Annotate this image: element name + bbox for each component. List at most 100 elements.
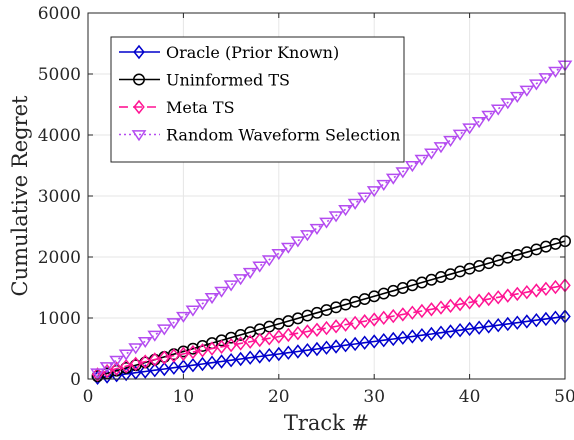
legend-box — [110, 36, 405, 163]
data-point — [311, 341, 323, 357]
x-tick-label: 30 — [363, 387, 385, 407]
data-point — [481, 110, 497, 122]
y-tick-label: 0 — [70, 370, 81, 390]
data-point — [196, 356, 209, 372]
data-point — [521, 314, 533, 329]
x-tick-label: 40 — [459, 387, 481, 407]
data-point — [137, 336, 153, 349]
data-point — [225, 337, 237, 353]
data-point — [435, 325, 447, 340]
legend: Oracle (Prior Known) Uninformed TS Meta TS… — [110, 36, 405, 163]
legend-entry: Random Waveform Selection — [119, 126, 400, 145]
data-point — [242, 267, 258, 279]
data-point — [357, 192, 373, 204]
data-point — [223, 280, 239, 292]
data-point — [444, 324, 457, 339]
x-tick-label: 10 — [173, 387, 195, 407]
y-tick-label: 2000 — [38, 248, 81, 268]
data-point — [158, 361, 171, 377]
data-point — [397, 330, 409, 345]
data-point — [385, 173, 401, 185]
data-point — [482, 291, 495, 307]
series-line — [97, 64, 566, 374]
data-point — [368, 312, 380, 327]
data-point — [511, 286, 524, 302]
data-point — [463, 321, 476, 337]
data-point — [244, 334, 256, 349]
data-point — [490, 104, 506, 116]
series-2 — [91, 278, 571, 382]
data-point — [139, 364, 152, 379]
data-point — [320, 340, 333, 355]
data-point — [206, 355, 218, 370]
data-point — [292, 325, 304, 341]
data-point — [215, 339, 228, 355]
data-point — [206, 341, 218, 356]
data-point — [301, 324, 314, 339]
data-point — [473, 320, 485, 335]
y-tick-label: 4000 — [38, 126, 81, 146]
data-point — [120, 358, 132, 374]
data-point — [425, 302, 438, 317]
legend-label: Meta TS — [166, 98, 235, 117]
data-point — [261, 255, 277, 267]
legend-entry: Meta TS — [119, 98, 235, 117]
data-point — [463, 295, 476, 310]
legend-entry: Uninformed TS — [119, 71, 290, 90]
data-point — [215, 354, 228, 369]
data-point — [501, 316, 514, 332]
data-point — [99, 362, 115, 374]
data-point — [387, 331, 400, 347]
data-point — [301, 343, 314, 358]
data-point — [128, 343, 144, 355]
legend-label: Uninformed TS — [166, 71, 290, 90]
data-point — [263, 331, 276, 346]
x-axis-label: Track # — [284, 411, 369, 435]
data-point — [416, 303, 428, 319]
data-point — [90, 368, 105, 380]
legend-label: Random Waveform Selection — [166, 126, 400, 145]
data-point — [452, 129, 468, 141]
data-point — [530, 312, 543, 328]
series-0 — [91, 309, 571, 385]
data-point — [368, 334, 380, 349]
data-point — [280, 242, 296, 254]
data-point — [273, 346, 285, 362]
data-point — [168, 348, 180, 363]
data-point — [195, 299, 210, 311]
data-point — [330, 339, 342, 354]
data-point — [273, 329, 285, 344]
data-point — [282, 345, 295, 360]
data-point — [509, 91, 525, 104]
data-point — [109, 355, 125, 367]
data-point — [244, 350, 256, 365]
data-point — [549, 279, 562, 295]
data-point — [225, 353, 237, 368]
data-point — [253, 332, 266, 348]
data-point — [149, 352, 161, 367]
axis-ticks: 0 10 20 30 40 50 0 1000 2000 3000 4000 5000 6000 — [38, 4, 574, 407]
data-point — [118, 349, 134, 361]
data-point — [156, 324, 172, 336]
data-point — [110, 361, 123, 376]
y-tick-label: 1000 — [38, 309, 81, 329]
x-tick-label: 20 — [268, 387, 290, 407]
data-point — [349, 315, 361, 331]
data-point — [252, 261, 268, 273]
data-point — [500, 98, 516, 110]
data-point — [406, 305, 419, 320]
data-point — [366, 186, 382, 198]
data-point — [435, 300, 447, 315]
data-point — [311, 322, 323, 337]
data-point — [234, 336, 247, 351]
data-point — [492, 317, 504, 333]
y-tick-label: 3000 — [38, 187, 81, 207]
data-point — [425, 326, 438, 342]
legend-entry: Oracle (Prior Known) — [119, 43, 339, 62]
data-point — [290, 236, 306, 248]
data-point — [149, 363, 161, 378]
data-point — [328, 211, 344, 223]
y-axis-label: Cumulative Regret — [8, 95, 32, 297]
y-tick-label: 5000 — [38, 65, 81, 85]
